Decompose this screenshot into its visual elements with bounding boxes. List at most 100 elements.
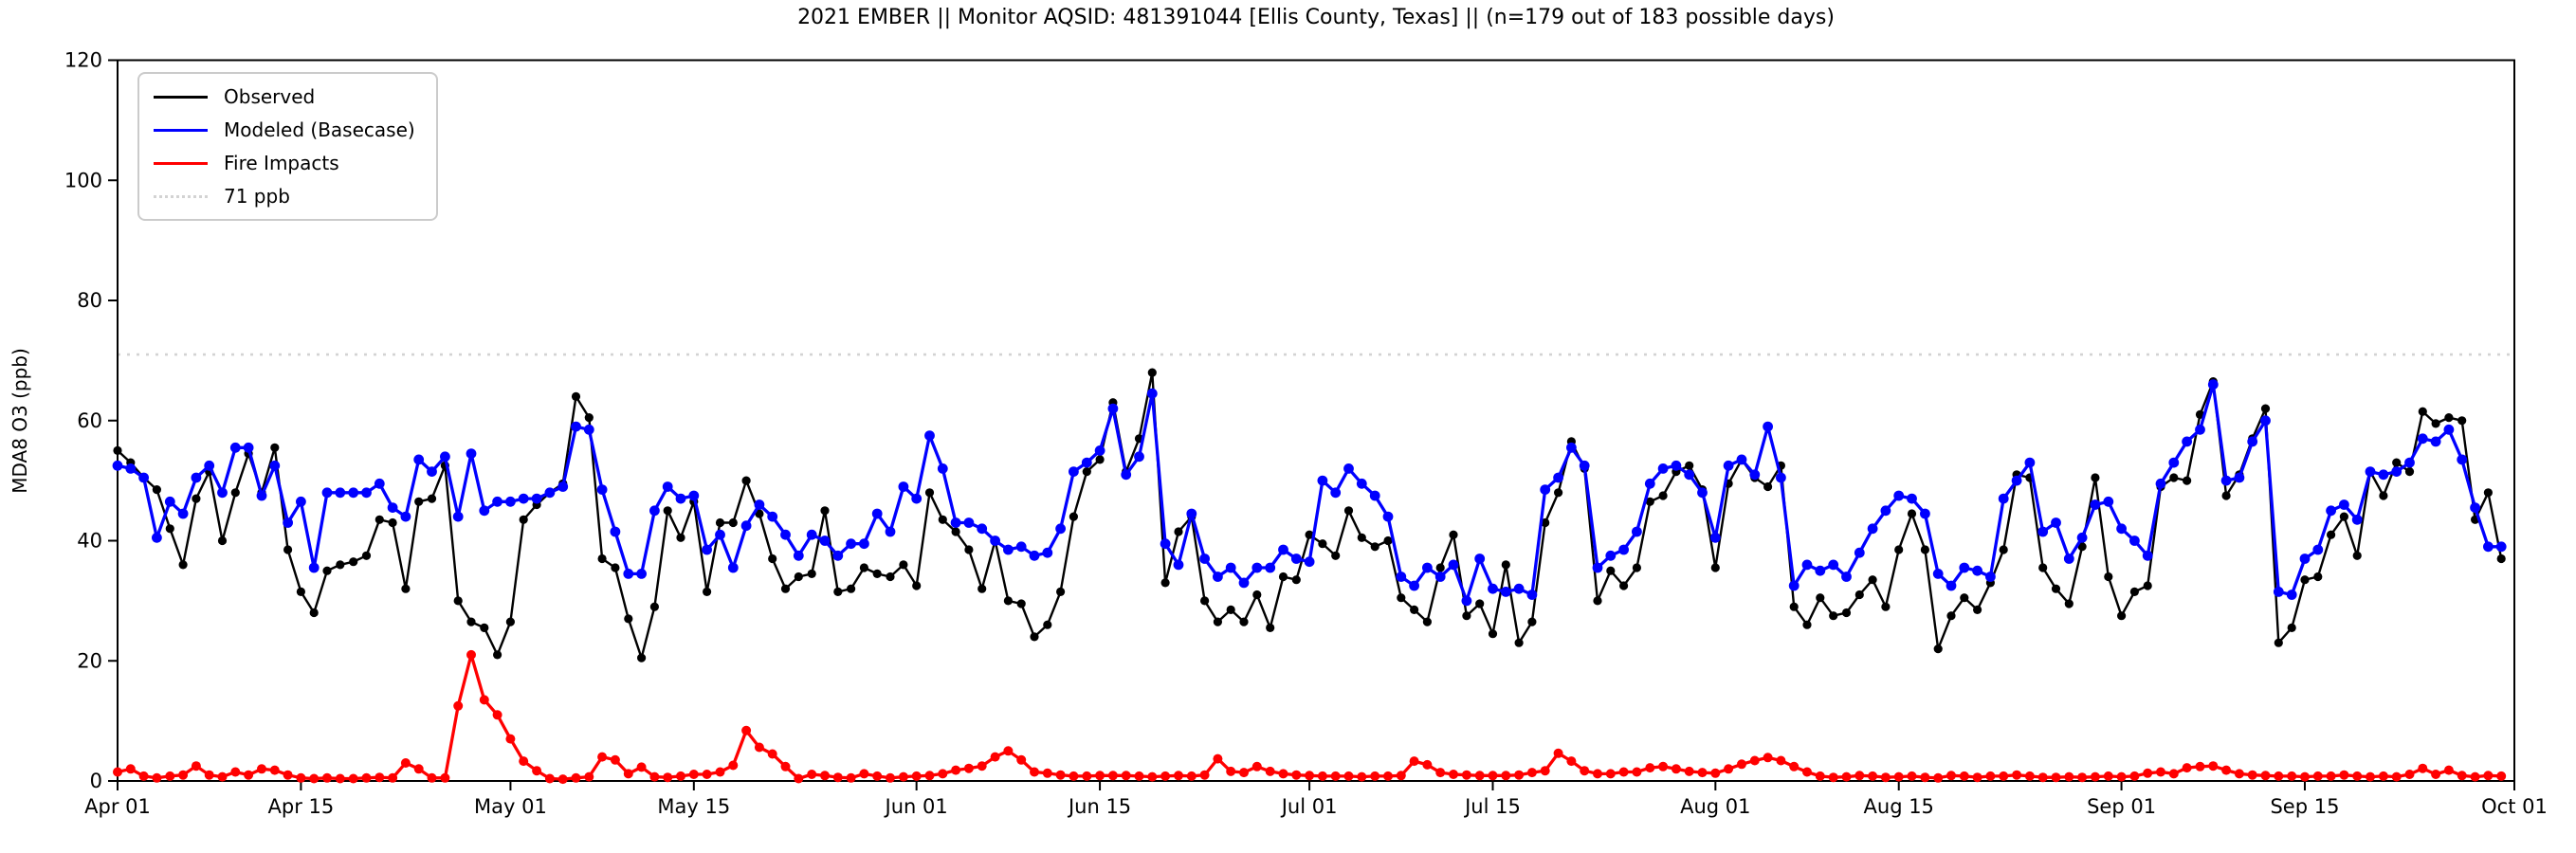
- observed-marker: [663, 506, 672, 516]
- modeled-basecase-marker: [2220, 475, 2232, 486]
- modeled-basecase-marker: [819, 535, 831, 546]
- y-tick-label: 40: [77, 530, 102, 553]
- fire-impacts-marker: [1474, 771, 1485, 781]
- observed-marker: [283, 545, 293, 554]
- fire-impacts-marker: [715, 767, 725, 777]
- fire-impacts-marker: [1618, 767, 1629, 777]
- modeled-basecase-marker: [387, 502, 398, 513]
- observed-marker: [2327, 530, 2336, 539]
- fire-impacts-marker: [2300, 771, 2310, 782]
- modeled-basecase-marker: [204, 460, 215, 471]
- fire-impacts-marker: [204, 770, 214, 780]
- modeled-basecase-marker: [2417, 433, 2428, 445]
- fire-impacts-marker: [1016, 754, 1027, 765]
- fire-impacts-marker: [1186, 771, 1197, 781]
- observed-marker: [2352, 551, 2362, 560]
- fire-impacts-marker: [1330, 771, 1341, 781]
- modeled-basecase-marker: [1278, 544, 1288, 555]
- y-tick-label: 0: [90, 770, 102, 792]
- observed-marker: [1841, 608, 1852, 618]
- observed-marker: [741, 476, 751, 485]
- modeled-basecase-marker: [1907, 493, 1917, 504]
- modeled-basecase-marker: [1160, 538, 1171, 550]
- fire-impacts-marker: [283, 770, 293, 780]
- fire-impacts-marker: [2182, 763, 2192, 773]
- fire-impacts-marker: [832, 772, 843, 783]
- observed-marker: [676, 533, 685, 542]
- fire-impacts-marker: [1605, 769, 1616, 779]
- fire-impacts-marker: [977, 761, 987, 771]
- observed-marker: [1082, 467, 1091, 477]
- fire-impacts-line: [117, 653, 2502, 781]
- observed-marker: [2379, 491, 2388, 500]
- modeled-basecase-marker: [806, 529, 817, 540]
- observed-marker: [1514, 638, 1524, 647]
- observed-marker: [820, 506, 830, 516]
- fire-impacts-marker: [911, 771, 922, 781]
- modeled-basecase-marker: [269, 460, 281, 471]
- observed-marker: [2117, 611, 2127, 621]
- modeled-basecase-marker: [1474, 554, 1486, 564]
- y-tick-label: 120: [64, 49, 102, 72]
- modeled-basecase-marker: [2234, 472, 2245, 483]
- fire-impacts-marker: [1082, 771, 1092, 781]
- fire-impacts-marker: [780, 761, 791, 771]
- modeled-basecase-marker: [1042, 547, 1053, 558]
- modeled-basecase-marker: [2155, 478, 2166, 489]
- fire-impacts-marker: [1278, 769, 1288, 779]
- fire-impacts-marker: [1749, 755, 1760, 766]
- fire-impacts-marker: [2156, 767, 2165, 777]
- observed-marker: [977, 584, 987, 593]
- fire-impacts-marker: [846, 772, 856, 783]
- observed-marker: [912, 581, 922, 590]
- fire-impacts-marker: [610, 754, 620, 765]
- modeled-basecase-marker: [1422, 562, 1433, 573]
- observed-marker: [519, 515, 528, 524]
- observed-marker: [349, 557, 358, 567]
- fire-impacts-marker: [623, 769, 633, 779]
- fire-impacts-marker: [1069, 771, 1079, 781]
- observed-marker: [1095, 455, 1105, 464]
- fire-impacts-marker: [951, 765, 961, 775]
- modeled-basecase-marker: [2063, 554, 2074, 564]
- observed-marker: [1894, 545, 1904, 554]
- observed-marker: [847, 584, 856, 593]
- y-tick-label: 100: [64, 169, 102, 191]
- fire-impacts-marker: [1134, 771, 1144, 781]
- modeled-basecase-marker: [1003, 544, 1014, 555]
- observed-marker: [649, 602, 660, 611]
- fire-impacts-marker: [1121, 771, 1131, 781]
- observed-marker: [2274, 638, 2283, 647]
- modeled-basecase-marker: [2299, 554, 2311, 564]
- observed-marker: [414, 497, 424, 506]
- modeled-basecase-marker: [2142, 550, 2153, 561]
- fire-impacts-marker: [1265, 766, 1275, 776]
- modeled-basecase-marker: [1657, 463, 1669, 474]
- fire-impacts-marker: [152, 772, 162, 783]
- observed-marker: [1475, 599, 1485, 608]
- observed-marker: [1658, 491, 1668, 500]
- observed-marker: [703, 587, 712, 597]
- fire-impacts-marker: [2274, 771, 2284, 781]
- modeled-basecase-marker: [832, 550, 844, 561]
- modeled-basecase-marker: [2168, 457, 2180, 468]
- observed-marker: [807, 569, 816, 579]
- observed-marker: [1266, 623, 1275, 633]
- modeled-basecase-marker: [1382, 511, 1394, 522]
- fire-impacts-marker: [1422, 759, 1433, 770]
- fire-impacts-marker: [2404, 770, 2415, 779]
- fire-impacts-marker: [794, 773, 804, 784]
- observed-marker: [886, 572, 895, 582]
- modeled-basecase-marker: [1736, 454, 1747, 465]
- legend-row-refline: 71 ppb: [154, 185, 415, 208]
- modeled-basecase-marker: [1592, 562, 1603, 573]
- fire-impacts-marker: [2195, 761, 2205, 771]
- observed-marker: [1069, 512, 1078, 521]
- modeled-basecase-marker: [1880, 505, 1891, 517]
- observed-marker: [624, 614, 633, 624]
- observed-marker: [1397, 593, 1406, 603]
- observed-marker: [2038, 563, 2048, 572]
- modeled-basecase-marker: [2312, 544, 2324, 555]
- observed-marker: [1291, 575, 1301, 585]
- legend-row-observed: Observed: [154, 85, 415, 108]
